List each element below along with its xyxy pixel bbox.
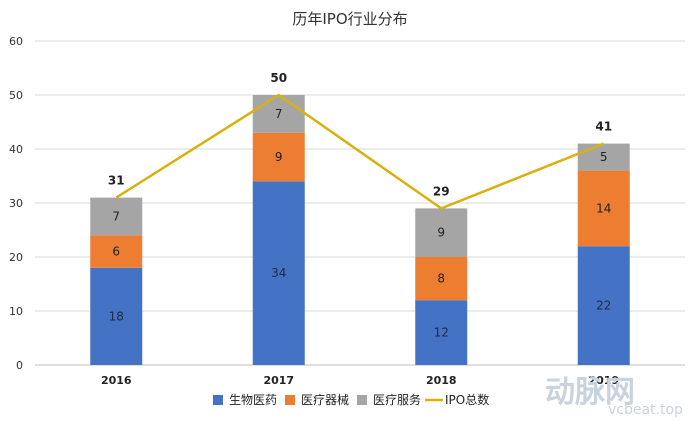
legend-swatch [213, 395, 223, 405]
bar-data-label: 14 [596, 201, 611, 215]
bar-data-label: 6 [112, 245, 120, 259]
bar-segment [90, 267, 143, 365]
x-tick-label: 2016 [101, 374, 132, 387]
y-tick-label: 10 [9, 305, 23, 318]
legend-label: 医疗器械 [301, 392, 349, 407]
legend-item: 医疗服务 [357, 392, 421, 407]
bar-data-label: 9 [437, 226, 445, 240]
bars-layer [90, 95, 630, 365]
bar-data-label: 22 [596, 299, 611, 313]
watermark-site: vcbeat.top [608, 402, 683, 418]
bar-data-label: 12 [434, 326, 449, 340]
bar-segment [577, 170, 630, 247]
bar-segment [415, 208, 468, 257]
bar-data-label: 7 [275, 107, 283, 121]
bar-segment [90, 197, 143, 236]
bar-segment [90, 235, 143, 268]
bar-data-label: 9 [275, 150, 283, 164]
legend-label: IPO总数 [445, 392, 489, 407]
total-data-label: 50 [270, 71, 287, 85]
total-data-label: 31 [108, 174, 125, 188]
legend-swatch [357, 395, 367, 405]
watermark-brand: 动脉网 [545, 375, 635, 410]
bar-data-label: 34 [271, 266, 286, 280]
bar-segment [415, 300, 468, 365]
bar-segment [577, 143, 630, 171]
bar-segment [252, 95, 305, 133]
chart-title: 历年IPO行业分布 [292, 10, 407, 28]
bar-data-label: 8 [437, 272, 445, 286]
bar-data-label: 18 [109, 309, 124, 323]
y-tick-label: 50 [9, 89, 23, 102]
legend-item: IPO总数 [425, 392, 489, 407]
legend-label: 生物医药 [229, 393, 277, 407]
bar-segment [415, 257, 468, 301]
legend-item: 医疗器械 [285, 392, 349, 407]
total-data-label: 41 [595, 120, 612, 134]
y-tick-label: 20 [9, 251, 23, 264]
legend-item: 生物医药 [213, 393, 277, 407]
y-tick-label: 0 [16, 359, 23, 372]
y-tick-label: 60 [9, 35, 23, 48]
x-tick-label: 2019 [588, 374, 619, 387]
bar-data-label: 7 [112, 210, 120, 224]
bar-data-label: 5 [600, 150, 608, 164]
legend: 生物医药 医疗器械 医疗服务 IPO总数 [213, 392, 489, 407]
line-layer [115, 93, 605, 210]
x-tick-label: 2017 [263, 374, 294, 387]
bar-segment [577, 246, 630, 365]
x-tick-label: 2018 [426, 374, 457, 387]
watermark: 动脉网 vcbeat.top [545, 375, 683, 418]
bar-segment [252, 181, 305, 365]
legend-swatch [285, 395, 295, 405]
total-data-label: 29 [433, 184, 450, 198]
y-tick-label: 40 [9, 143, 23, 156]
legend-label: 医疗服务 [373, 392, 421, 407]
grid-layer: 0 10 20 30 40 50 60 2016 2017 2018 2019 [9, 35, 685, 387]
labels-layer: 18 6 7 34 9 7 12 8 9 22 14 5 31 50 29 41 [108, 71, 612, 340]
y-tick-label: 30 [9, 197, 23, 210]
total-line [115, 93, 605, 210]
bar-segment [252, 132, 305, 182]
